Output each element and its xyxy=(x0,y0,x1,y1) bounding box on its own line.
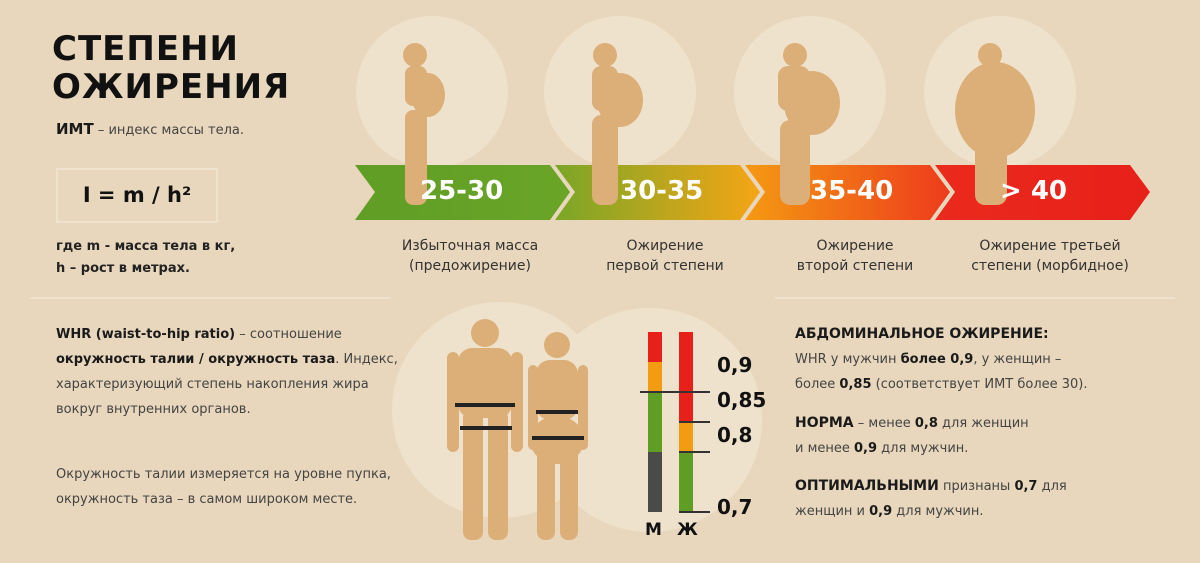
whr-bar-segment xyxy=(648,332,662,362)
bmi-formula: I = m / h² xyxy=(56,168,218,223)
optimal-info: ОПТИМАЛЬНЫМИ признаны 0,7 для женщин и 0,… xyxy=(795,478,1067,519)
whr-bar-segment xyxy=(679,452,693,512)
figure-overweight-icon xyxy=(403,43,445,205)
whr-bar-segment xyxy=(679,422,693,452)
bmi-range-value: > 40 xyxy=(1000,176,1068,206)
whr-measurement-note: Окружность талии измеряется на уровне пу… xyxy=(56,467,391,507)
whr-bar-segment xyxy=(679,332,693,422)
norm-info: НОРМА – менее 0,8 для женщин и менее 0,9 … xyxy=(795,415,1029,456)
women-label: Ж xyxy=(677,520,698,540)
figure-obesity-2-icon xyxy=(778,43,840,205)
whr-description: WHR (waist-to-hip ratio) – соотношение о… xyxy=(56,327,398,417)
page-title: СТЕПЕНИ ОЖИРЕНИЯ xyxy=(52,29,291,107)
whr-bar-segment xyxy=(648,362,662,392)
tick-0.85: 0,85 xyxy=(717,388,767,412)
whr-bar-segment xyxy=(648,452,662,512)
divider xyxy=(775,297,1175,299)
measure-lines xyxy=(455,403,584,440)
tick-0.7: 0,7 xyxy=(717,495,753,519)
bmi-range-label: Ожирение третьей степени (морбидное) xyxy=(971,238,1129,274)
man-silhouette-icon xyxy=(447,319,523,540)
abdominal-obesity-info: АБДОМИНАЛЬНОЕ ОЖИРЕНИЕ: WHR у мужчин боле… xyxy=(795,326,1088,392)
divider xyxy=(30,297,390,299)
bmi-range-value: 25-30 xyxy=(420,176,504,206)
bmi-range-value: 30-35 xyxy=(620,176,704,206)
bmi-definition: ИМТ – индекс массы тела. xyxy=(56,120,244,138)
figure-obesity-3-icon xyxy=(955,43,1035,205)
bmi-range-label: Ожирение первой степени xyxy=(606,238,724,274)
bmi-range-value: 35-40 xyxy=(810,176,894,206)
bmi-range-label: Избыточная масса (предожирение) xyxy=(401,238,539,274)
tick-0.8: 0,8 xyxy=(717,423,753,447)
formula-legend: где m - масса тела в кг, h – рост в метра… xyxy=(56,239,236,276)
woman-silhouette-icon xyxy=(528,332,588,540)
figure-obesity-1-icon xyxy=(592,43,643,205)
obesity-silhouettes xyxy=(403,43,1035,540)
whr-bar-segment xyxy=(648,392,662,452)
bmi-range-label: Ожирение второй степени xyxy=(796,238,914,274)
men-label: М xyxy=(645,520,662,540)
tick-0.9: 0,9 xyxy=(717,353,753,377)
